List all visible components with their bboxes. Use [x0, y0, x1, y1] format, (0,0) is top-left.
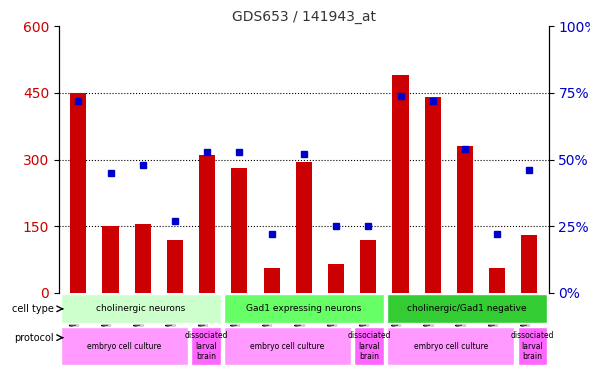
Bar — [296, 162, 312, 293]
Bar — [457, 146, 473, 293]
Text: GSM16950: GSM16950 — [488, 296, 497, 341]
FancyBboxPatch shape — [355, 327, 384, 365]
Text: dissociated
larval
brain: dissociated larval brain — [184, 331, 228, 361]
Text: embryo cell culture: embryo cell culture — [414, 342, 488, 351]
FancyBboxPatch shape — [224, 327, 351, 365]
Text: GSM16953: GSM16953 — [295, 296, 304, 341]
FancyBboxPatch shape — [517, 327, 547, 365]
Bar — [135, 224, 151, 293]
Bar — [392, 75, 408, 293]
Bar — [425, 98, 441, 293]
Text: Gad1 expressing neurons: Gad1 expressing neurons — [246, 304, 362, 313]
Text: GSM16894: GSM16894 — [424, 296, 432, 341]
Text: GSM16951: GSM16951 — [231, 296, 240, 341]
Text: GSM16948: GSM16948 — [198, 296, 207, 341]
Text: GSM16954: GSM16954 — [327, 296, 336, 341]
Bar — [103, 226, 119, 293]
Text: GSM16946: GSM16946 — [134, 296, 143, 341]
Bar — [264, 268, 280, 293]
Bar — [167, 240, 183, 293]
Text: GSM16955: GSM16955 — [520, 296, 529, 341]
Bar — [328, 264, 344, 293]
Text: embryo cell culture: embryo cell culture — [250, 342, 324, 351]
Text: cell type: cell type — [12, 304, 54, 314]
FancyBboxPatch shape — [387, 294, 547, 323]
Text: GSM16947: GSM16947 — [166, 296, 175, 341]
Text: GSM16893: GSM16893 — [392, 296, 401, 341]
FancyBboxPatch shape — [61, 294, 221, 323]
Text: dissociated
larval
brain: dissociated larval brain — [348, 331, 391, 361]
Bar — [522, 235, 537, 293]
FancyBboxPatch shape — [387, 327, 514, 365]
Text: GSM16945: GSM16945 — [101, 296, 110, 341]
Text: dissociated
larval
brain: dissociated larval brain — [510, 331, 554, 361]
Bar — [231, 168, 247, 293]
Text: GSM16949: GSM16949 — [456, 296, 465, 341]
Text: protocol: protocol — [15, 333, 54, 343]
Title: GDS653 / 141943_at: GDS653 / 141943_at — [232, 10, 376, 24]
Bar — [360, 240, 376, 293]
Text: GSM16944: GSM16944 — [70, 296, 78, 341]
Text: cholinergic/Gad1 negative: cholinergic/Gad1 negative — [407, 304, 527, 313]
Bar — [489, 268, 505, 293]
FancyBboxPatch shape — [61, 327, 188, 365]
FancyBboxPatch shape — [224, 294, 384, 323]
FancyBboxPatch shape — [191, 327, 221, 365]
Text: embryo cell culture: embryo cell culture — [87, 342, 162, 351]
Text: GSM16956: GSM16956 — [359, 296, 368, 341]
Text: cholinergic neurons: cholinergic neurons — [96, 304, 185, 313]
Bar — [199, 155, 215, 293]
Text: GSM16952: GSM16952 — [263, 296, 271, 341]
Bar — [70, 93, 86, 293]
